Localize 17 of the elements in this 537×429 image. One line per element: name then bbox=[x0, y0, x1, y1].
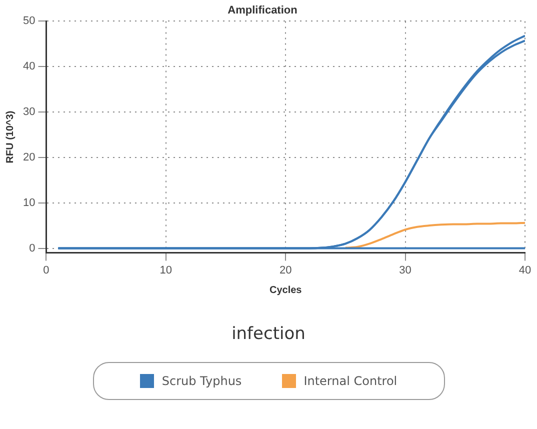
text: infection bbox=[230, 324, 306, 344]
legend-label: Scrub Typhus bbox=[162, 374, 242, 388]
x-tick-label: 20 bbox=[279, 264, 292, 276]
x-axis-title: Cycles bbox=[269, 284, 302, 296]
y-axis-title: RFU (10^3) bbox=[4, 110, 16, 164]
y-tick-label: 30 bbox=[22, 106, 36, 118]
y-tick-label: 40 bbox=[22, 60, 36, 73]
x-tick-label: 30 bbox=[399, 264, 412, 276]
y-tick-label: 0 bbox=[29, 242, 36, 254]
x-tick-label: 10 bbox=[160, 264, 172, 276]
y-tick-label: 20 bbox=[22, 151, 36, 164]
chart-title: Amplification bbox=[228, 4, 298, 17]
legend-label: Internal Control bbox=[304, 374, 398, 388]
y-tick-label: 50 bbox=[22, 15, 36, 28]
y-tick-label: 10 bbox=[22, 196, 36, 209]
x-tick-label: 0 bbox=[43, 264, 50, 276]
x-tick-label: 40 bbox=[518, 264, 532, 276]
